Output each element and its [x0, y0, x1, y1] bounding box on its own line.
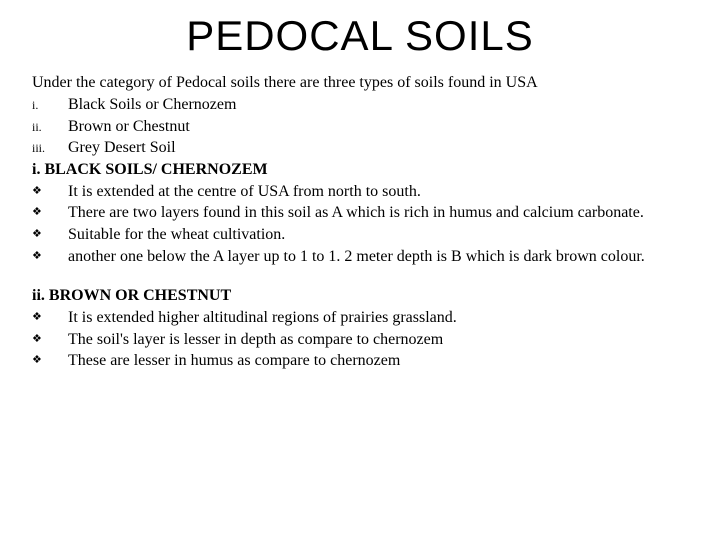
list-item-text: another one below the A layer up to 1 to…: [68, 246, 688, 268]
list-item-text: The soil's layer is lesser in depth as c…: [68, 329, 688, 351]
list-item: ❖ The soil's layer is lesser in depth as…: [32, 329, 688, 351]
diamond-bullet-icon: ❖: [32, 181, 68, 203]
page-title: PEDOCAL SOILS: [32, 12, 688, 60]
diamond-bullet-icon: ❖: [32, 307, 68, 329]
list-item: ❖ There are two layers found in this soi…: [32, 202, 688, 224]
roman-numeral: iii.: [32, 137, 68, 159]
list-item-text: These are lesser in humus as compare to …: [68, 350, 688, 372]
list-item-text: Grey Desert Soil: [68, 137, 176, 159]
list-item: ❖ It is extended higher altitudinal regi…: [32, 307, 688, 329]
list-item-text: Black Soils or Chernozem: [68, 94, 236, 116]
list-item: iii. Grey Desert Soil: [32, 137, 688, 159]
roman-numeral: i.: [32, 94, 68, 116]
list-item: ❖ These are lesser in humus as compare t…: [32, 350, 688, 372]
list-item-text: It is extended at the centre of USA from…: [68, 181, 688, 203]
list-item: ❖ Suitable for the wheat cultivation.: [32, 224, 688, 246]
section-heading: i. BLACK SOILS/ CHERNOZEM: [32, 161, 688, 179]
roman-numeral: ii.: [32, 116, 68, 138]
bullet-list: ❖ It is extended higher altitudinal regi…: [32, 307, 688, 372]
list-item-text: It is extended higher altitudinal region…: [68, 307, 688, 329]
list-item: ❖ It is extended at the centre of USA fr…: [32, 181, 688, 203]
roman-list: i. Black Soils or Chernozem ii. Brown or…: [32, 94, 688, 159]
intro-text: Under the category of Pedocal soils ther…: [32, 74, 688, 92]
list-item-text: Brown or Chestnut: [68, 116, 190, 138]
bullet-list: ❖ It is extended at the centre of USA fr…: [32, 181, 688, 267]
list-item-text: Suitable for the wheat cultivation.: [68, 224, 688, 246]
list-item-text: There are two layers found in this soil …: [68, 202, 688, 224]
diamond-bullet-icon: ❖: [32, 202, 68, 224]
list-item: i. Black Soils or Chernozem: [32, 94, 688, 116]
diamond-bullet-icon: ❖: [32, 350, 68, 372]
diamond-bullet-icon: ❖: [32, 224, 68, 246]
diamond-bullet-icon: ❖: [32, 329, 68, 351]
list-item: ii. Brown or Chestnut: [32, 116, 688, 138]
section-heading: ii. BROWN OR CHESTNUT: [32, 287, 688, 305]
list-item: ❖ another one below the A layer up to 1 …: [32, 246, 688, 268]
diamond-bullet-icon: ❖: [32, 246, 68, 268]
